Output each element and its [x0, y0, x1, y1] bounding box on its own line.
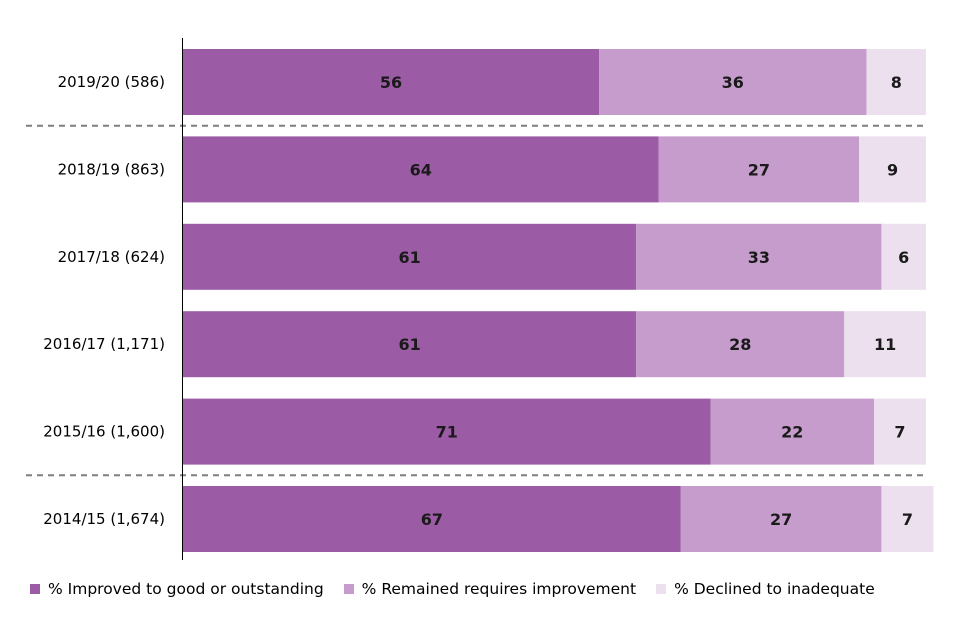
legend-item-declined: % Declined to inadequate	[656, 580, 875, 598]
bar-segment	[183, 398, 711, 465]
data-label: 6	[898, 248, 909, 267]
data-label: 61	[398, 335, 420, 354]
legend-swatch-remained	[343, 584, 354, 594]
category-label: 2016/17 (1,171)	[43, 335, 165, 353]
legend-label-remained: % Remained requires improvement	[361, 580, 637, 598]
data-label: 36	[722, 73, 744, 92]
data-label: 27	[748, 160, 770, 179]
data-label: 64	[410, 160, 432, 179]
data-label: 7	[894, 423, 905, 442]
bar-segment	[866, 49, 926, 115]
bar-segment	[710, 398, 874, 465]
data-label: 9	[887, 160, 898, 179]
category-label: 2019/20 (586)	[58, 73, 165, 91]
legend-label-improved: % Improved to good or outstanding	[48, 580, 324, 598]
data-label: 11	[874, 335, 896, 354]
bar-segment	[183, 486, 681, 552]
data-label: 22	[781, 423, 803, 442]
data-label: 71	[436, 423, 458, 442]
legend-swatch-improved	[30, 584, 40, 594]
data-label: 27	[770, 510, 792, 529]
data-label: 56	[380, 73, 402, 92]
bar-segment	[183, 49, 600, 115]
legend-item-improved: % Improved to good or outstanding	[30, 580, 324, 598]
data-label: 67	[421, 510, 443, 529]
bar-segment	[844, 311, 926, 378]
bar-segment	[636, 311, 845, 378]
data-label: 28	[729, 335, 751, 354]
legend-label-declined: % Declined to inadequate	[674, 580, 875, 598]
bar-segment	[636, 223, 882, 290]
legend-swatch-declined	[656, 584, 667, 594]
bar-segment	[873, 398, 926, 465]
data-label: 8	[891, 73, 902, 92]
bar-segment	[599, 49, 867, 115]
data-label: 61	[398, 248, 420, 267]
bar-segment	[680, 486, 882, 552]
data-label: 7	[902, 510, 913, 529]
data-label: 33	[748, 248, 770, 267]
bar-segment	[183, 223, 637, 290]
category-label: 2017/18 (624)	[58, 248, 165, 266]
bar-segment	[658, 136, 860, 203]
bar-segment	[859, 136, 926, 203]
bar-segment	[183, 311, 637, 378]
bar-segment	[881, 486, 934, 552]
bar-segment	[183, 136, 659, 203]
category-label: 2014/15 (1,674)	[43, 510, 165, 528]
legend: % Improved to good or outstanding % Rema…	[30, 580, 875, 598]
legend-item-remained: % Remained requires improvement	[343, 580, 637, 598]
category-label: 2015/16 (1,600)	[43, 423, 165, 441]
bar-segment	[881, 223, 926, 290]
category-label: 2018/19 (863)	[58, 160, 165, 178]
